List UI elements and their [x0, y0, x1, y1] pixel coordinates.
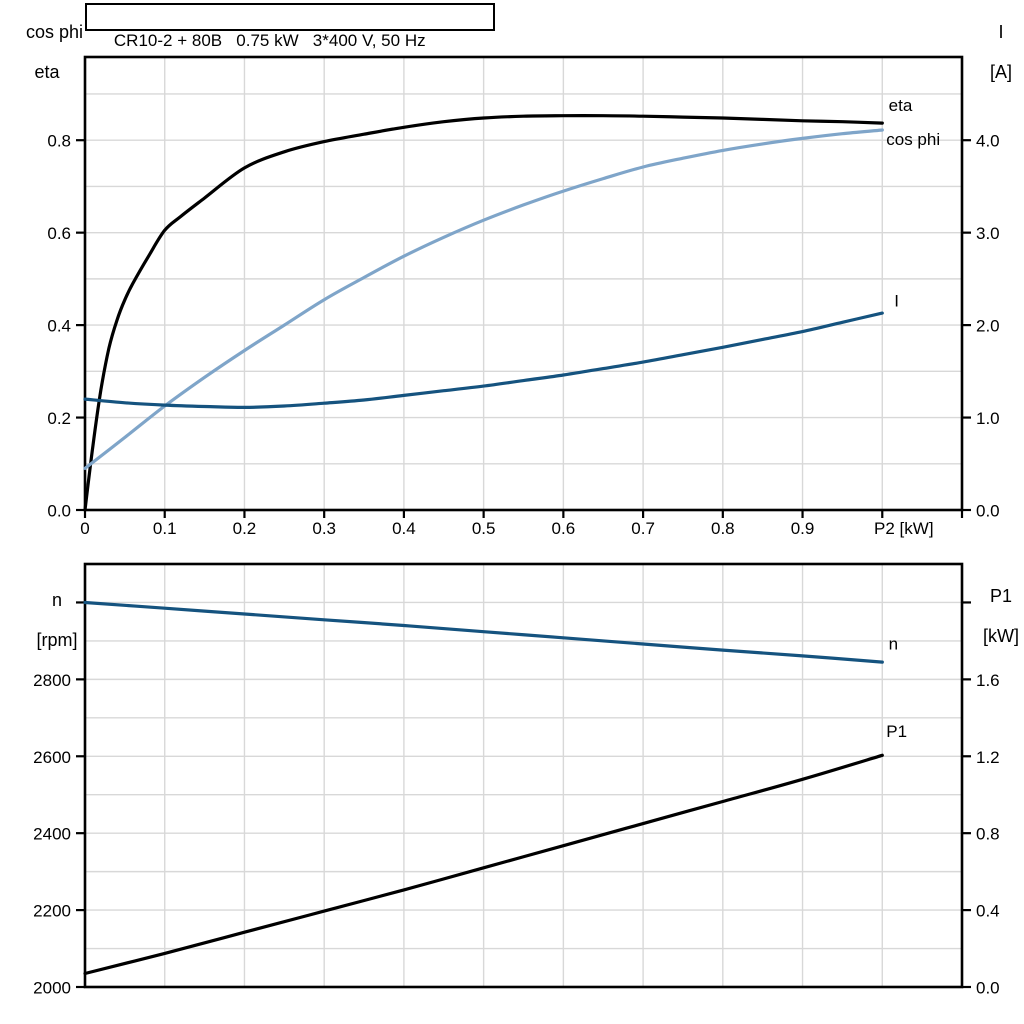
curve-label-n: n: [889, 634, 898, 653]
rpm-axis-header-line1: n: [52, 590, 63, 610]
chart-title-box: CR10-2 + 80B 0.75 kW 3*400 V, 50 Hz: [85, 3, 495, 50]
x-axis-title: P2 [kW]: [874, 519, 934, 538]
right-axis-tick-label: 1.2: [976, 748, 1000, 767]
left-axis-tick-label: 0.8: [47, 132, 71, 151]
right-axis-header-line1: I: [998, 22, 1004, 42]
left-axis-tick-label: 2800: [33, 671, 71, 690]
left-axis-tick-label: 2000: [33, 979, 71, 998]
right-axis-tick-label: 1.6: [976, 671, 1000, 690]
curve-n: [83, 600, 884, 664]
left-axis-tick-label: 2400: [33, 825, 71, 844]
left-axis-tick-label: 0.0: [47, 502, 71, 521]
bottom-right-axis-header: P1 [kW]: [962, 566, 1020, 666]
x-axis-tick-label: 0.1: [153, 519, 177, 538]
x-axis-tick-label: 0: [80, 519, 89, 538]
top-right-axis-header: I [A]: [962, 2, 1020, 102]
curve-label-eta: eta: [889, 96, 913, 115]
left-axis-tick-label: 2600: [33, 748, 71, 767]
curve-I: [83, 311, 884, 410]
curve-label-P1: P1: [886, 722, 907, 741]
x-axis-tick-label: 0.3: [312, 519, 336, 538]
curve-cos-phi: [83, 128, 884, 470]
curve-eta: [83, 114, 884, 512]
x-axis-tick-label: 0.6: [552, 519, 576, 538]
right-axis-tick-label: 0.4: [976, 902, 1000, 921]
x-axis-tick-label: 0.8: [711, 519, 735, 538]
left-axis-tick-label: 2200: [33, 902, 71, 921]
curve-label-cos-phi: cos phi: [886, 130, 940, 149]
right-axis-tick-label: 3.0: [976, 224, 1000, 243]
p1-axis-header-line2: [kW]: [983, 626, 1019, 646]
p1-axis-header-line1: P1: [989, 586, 1013, 606]
x-axis-tick-label: 0.4: [392, 519, 416, 538]
right-axis-tick-label: 2.0: [976, 317, 1000, 336]
right-axis-header-line2: [A]: [990, 62, 1013, 82]
right-axis-tick-label: 4.0: [976, 132, 1000, 151]
left-axis-header-line1: cos phi: [26, 22, 84, 42]
left-axis-tick-label: 0.4: [47, 317, 71, 336]
right-axis-tick-label: 0.0: [976, 502, 1000, 521]
curve-label-I: I: [894, 292, 899, 311]
chart-title-text: CR10-2 + 80B 0.75 kW 3*400 V, 50 Hz: [113, 31, 426, 50]
axis-frame: [83, 55, 964, 512]
axis-frame: [83, 562, 964, 989]
right-axis-tick-label: 1.0: [976, 409, 1000, 428]
left-axis-header-line2: eta: [34, 62, 60, 82]
x-axis-tick-label: 0.5: [472, 519, 496, 538]
bottom-left-axis-header: n [rpm]: [16, 570, 78, 670]
left-axis-tick-label: 0.2: [47, 409, 71, 428]
top-left-axis-header: cos phi eta: [6, 2, 83, 102]
right-axis-tick-label: 0.0: [976, 979, 1000, 998]
rpm-axis-header-line2: [rpm]: [36, 630, 78, 650]
left-axis-tick-label: 0.6: [47, 224, 71, 243]
x-axis-tick-label: 0.9: [791, 519, 815, 538]
x-axis-tick-label: 0.2: [233, 519, 257, 538]
right-axis-tick-label: 0.8: [976, 825, 1000, 844]
curve-P1: [83, 753, 884, 976]
x-axis-tick-label: 0.7: [631, 519, 655, 538]
